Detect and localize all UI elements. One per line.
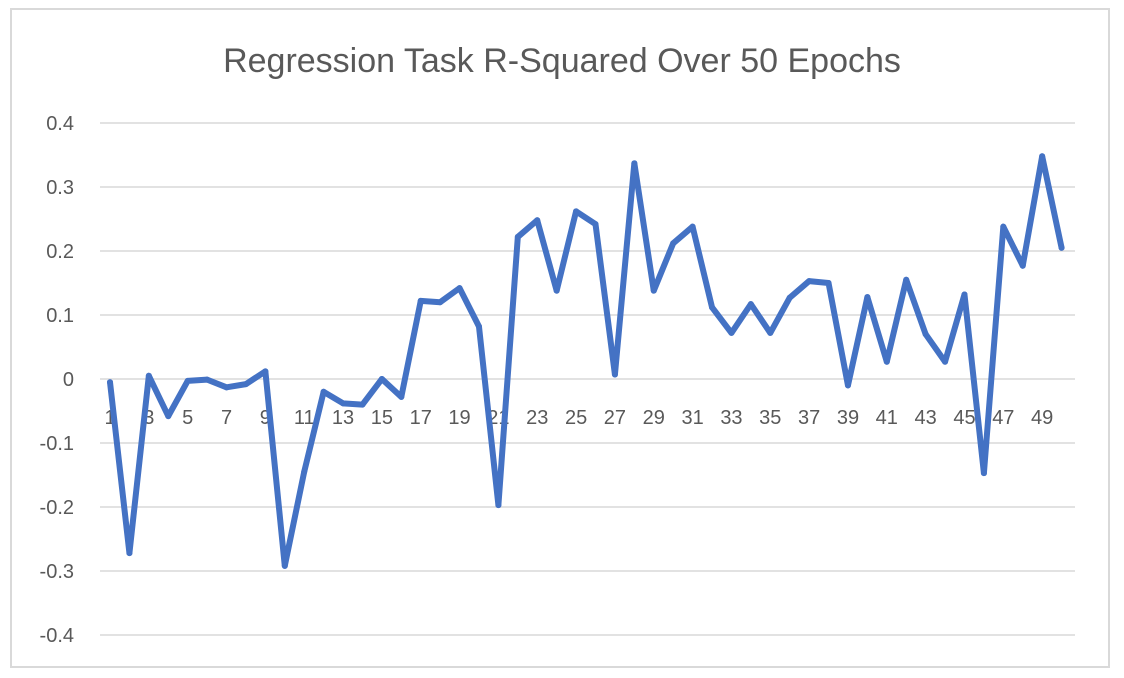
data-point <box>1019 262 1026 269</box>
data-point <box>126 550 133 557</box>
data-point <box>398 393 405 400</box>
data-point <box>806 278 813 285</box>
x-tick-label: 35 <box>759 407 781 429</box>
data-point <box>670 240 677 247</box>
x-tick-label: 33 <box>720 407 742 429</box>
data-point <box>1000 223 1007 230</box>
y-tick-label: 0.4 <box>46 113 74 135</box>
y-tick-label: 0.1 <box>46 305 74 327</box>
x-tick-label: 45 <box>953 407 975 429</box>
data-point <box>961 291 968 298</box>
x-tick-label: 25 <box>565 407 587 429</box>
x-tick-label: 47 <box>992 407 1014 429</box>
data-point <box>1058 244 1065 251</box>
data-point <box>534 217 541 224</box>
data-point <box>437 299 444 306</box>
x-tick-label: 23 <box>526 407 548 429</box>
data-point <box>378 376 385 382</box>
x-tick-label: 15 <box>371 407 393 429</box>
data-point <box>592 221 599 228</box>
line-chart: Regression Task R-Squared Over 50 Epochs… <box>40 42 1075 647</box>
data-point <box>650 287 657 294</box>
data-point <box>223 384 230 391</box>
series-line <box>107 153 1065 569</box>
data-point <box>359 401 366 408</box>
x-tick-label: 5 <box>182 407 193 429</box>
data-point <box>107 379 113 386</box>
data-point <box>903 276 910 283</box>
x-tick-label: 7 <box>221 407 232 429</box>
data-point <box>767 329 774 336</box>
y-tick-label: -0.2 <box>40 497 74 519</box>
data-point <box>747 301 754 308</box>
data-point <box>942 358 949 365</box>
y-tick-label: 0.2 <box>46 241 74 263</box>
series-layer <box>107 153 1065 569</box>
data-point <box>922 331 929 338</box>
data-point <box>340 400 347 407</box>
data-point <box>864 294 871 301</box>
data-point <box>165 413 172 420</box>
chart-frame: Regression Task R-Squared Over 50 Epochs… <box>10 8 1110 668</box>
data-point <box>631 160 638 167</box>
data-point <box>514 233 521 240</box>
data-point <box>262 368 269 375</box>
y-tick-label: 0 <box>63 369 74 391</box>
x-tick-label: 17 <box>410 407 432 429</box>
data-point <box>553 287 560 294</box>
data-point <box>980 470 987 477</box>
data-point <box>709 304 716 311</box>
x-tick-label: 39 <box>837 407 859 429</box>
x-tick-label: 49 <box>1031 407 1053 429</box>
y-tick-label: 0.3 <box>46 177 74 199</box>
data-point <box>417 297 424 304</box>
x-tick-label: 13 <box>332 407 354 429</box>
data-point <box>825 280 832 286</box>
x-tick-label: 27 <box>604 407 626 429</box>
data-point <box>573 208 580 215</box>
x-tick-label: 43 <box>915 407 937 429</box>
x-tick-label: 19 <box>448 407 470 429</box>
data-point <box>475 323 482 330</box>
y-tick-label: -0.4 <box>40 625 74 647</box>
data-point <box>611 371 618 378</box>
x-tick-label: 41 <box>876 407 898 429</box>
data-point <box>301 468 308 475</box>
data-point <box>320 388 327 395</box>
data-point <box>883 358 890 365</box>
y-tick-label: -0.1 <box>40 433 74 455</box>
data-point <box>689 223 696 230</box>
data-point <box>728 329 735 336</box>
x-tick-label: 31 <box>681 407 703 429</box>
y-axis-ticks: 0.4 0.3 0.2 0.1 0 -0.1 -0.2 -0.3 -0.4 <box>40 113 74 647</box>
data-point <box>456 285 463 292</box>
gridlines <box>100 122 1075 636</box>
x-tick-label: 3 <box>143 407 154 429</box>
data-point <box>844 382 851 389</box>
x-axis-ticks: 1 3 5 7 9 11 13 15 17 19 21 23 25 27 29 31 33 35 37 39 41 43 4… <box>104 407 1053 429</box>
data-point <box>786 294 793 301</box>
x-tick-label: 1 <box>104 407 115 429</box>
x-tick-label: 37 <box>798 407 820 429</box>
data-point <box>204 376 211 383</box>
data-point <box>1039 153 1046 160</box>
y-tick-label: -0.3 <box>40 561 74 583</box>
data-point <box>495 502 502 509</box>
chart-title: Regression Task R-Squared Over 50 Epochs <box>223 42 901 80</box>
data-point <box>242 381 249 388</box>
x-tick-label: 9 <box>260 407 271 429</box>
data-point <box>281 562 288 569</box>
x-tick-label: 29 <box>643 407 665 429</box>
data-point <box>184 377 191 384</box>
x-tick-label: 11 <box>294 407 315 429</box>
data-point <box>145 372 152 379</box>
